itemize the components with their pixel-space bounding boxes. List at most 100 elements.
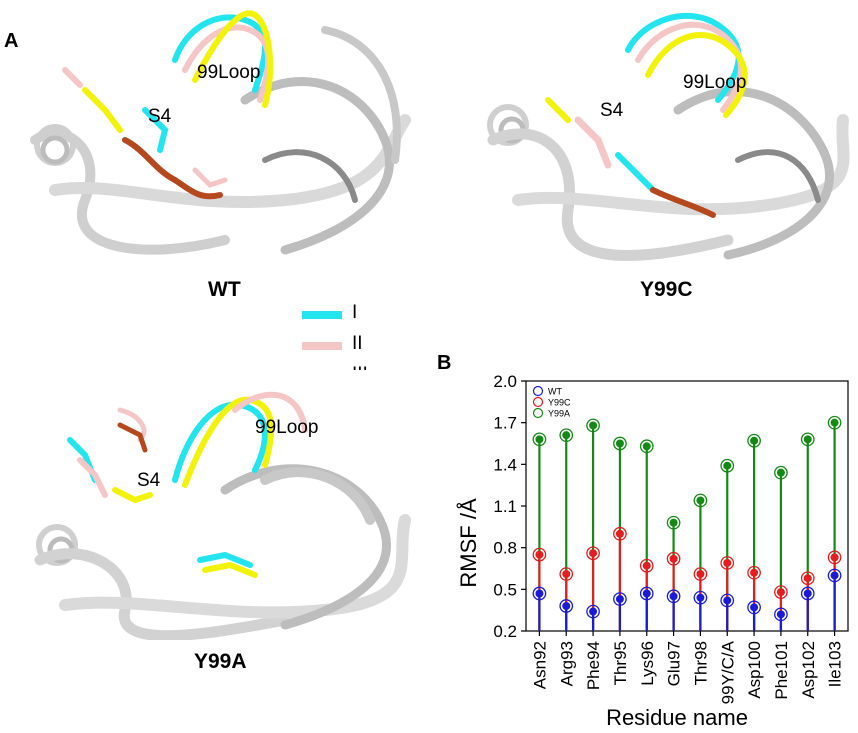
data-point-wt bbox=[669, 592, 678, 601]
data-point-wt bbox=[830, 571, 839, 580]
marker-ring-y99a bbox=[613, 436, 627, 451]
data-point-y99c bbox=[803, 574, 812, 583]
marker-ring-wt bbox=[720, 593, 735, 608]
rmsf-chart: RMSF /Å Residue name 0.2 0.5 0.8 1.1 1.4 1.7 2… bbox=[456, 372, 849, 730]
y99a-structure-image bbox=[34, 391, 411, 640]
data-point-y99c bbox=[723, 558, 732, 567]
marker-ring-wt bbox=[693, 590, 708, 605]
data-point-y99c bbox=[776, 588, 785, 597]
data-point-y99a bbox=[589, 421, 598, 430]
y99a-caption: Y99A bbox=[194, 650, 247, 673]
x-tick-label: Arg93 bbox=[557, 641, 576, 686]
marker-ring-y99c bbox=[532, 547, 547, 562]
x-tick-label: Phe101 bbox=[772, 641, 791, 700]
data-point-wt bbox=[803, 589, 812, 598]
chart-xlabel: Residue name bbox=[606, 705, 748, 730]
legend-label-y99a: Y99A bbox=[548, 409, 570, 419]
data-point-y99c bbox=[830, 553, 839, 562]
y99c-loop-label: 99Loop bbox=[683, 72, 747, 93]
chart-ylabel: RMSF /Å bbox=[456, 498, 481, 588]
data-point-y99a bbox=[830, 418, 839, 427]
marker-ring-y99a bbox=[639, 439, 654, 454]
marker-ring-wt bbox=[774, 607, 788, 622]
marker-ring-y99c bbox=[666, 551, 681, 566]
data-point-y99a bbox=[535, 435, 544, 444]
marker-ring-y99a bbox=[774, 465, 788, 480]
data-point-wt bbox=[776, 610, 785, 619]
data-point-wt bbox=[696, 593, 705, 602]
data-point-wt bbox=[642, 589, 651, 598]
legend-marker-y99c bbox=[532, 396, 544, 408]
marker-ring-y99c bbox=[747, 565, 761, 580]
legend-swatch-ii bbox=[302, 342, 342, 350]
x-tick-label: Phe94 bbox=[584, 641, 603, 690]
data-point-y99c bbox=[750, 568, 759, 577]
y99c-structure-image bbox=[487, 13, 850, 261]
marker-ring-y99c bbox=[800, 571, 815, 586]
marker-ring-y99a bbox=[586, 418, 600, 433]
marker-ring-y99c bbox=[586, 546, 600, 561]
marker-ring-wt bbox=[800, 586, 815, 601]
data-point-y99a bbox=[615, 439, 624, 448]
marker-ring-wt bbox=[613, 592, 627, 606]
panel-a-letter: A bbox=[4, 30, 19, 52]
x-tick-label: Lys96 bbox=[638, 641, 657, 686]
legend-label-i: I bbox=[352, 302, 358, 323]
wt-s4-label: S4 bbox=[148, 106, 172, 127]
x-tick-label: Asn92 bbox=[530, 641, 549, 689]
marker-ring-y99c bbox=[639, 558, 654, 573]
marker-ring-y99c bbox=[693, 567, 708, 581]
wt-structure-render bbox=[25, 0, 420, 268]
y99a-structure-render bbox=[25, 370, 420, 640]
data-point-y99a bbox=[696, 496, 705, 505]
marker-ring-wt bbox=[586, 604, 600, 619]
marker-ring-wt bbox=[559, 599, 574, 613]
data-point-y99a bbox=[642, 442, 651, 451]
x-tick-label: Thr95 bbox=[611, 641, 630, 685]
y-tick-label: 0.8 bbox=[493, 539, 517, 558]
y-tick-label: 1.7 bbox=[493, 414, 517, 433]
y99a-loop-label: 99Loop bbox=[255, 417, 319, 438]
data-point-y99c bbox=[615, 529, 624, 538]
y99a-s4-label: S4 bbox=[137, 470, 161, 491]
y-tick-label: 0.2 bbox=[493, 622, 517, 641]
marker-ring-y99c bbox=[774, 585, 788, 599]
legend-label-wt: WT bbox=[548, 387, 562, 397]
data-point-wt bbox=[750, 603, 759, 612]
panel-b-letter: B bbox=[437, 352, 452, 374]
chart-plot-frame bbox=[525, 380, 849, 632]
data-point-y99a bbox=[669, 518, 678, 527]
data-point-wt bbox=[723, 596, 732, 605]
marker-ring-y99a bbox=[720, 458, 735, 473]
data-point-y99c bbox=[589, 549, 598, 558]
x-tick-label: Asp102 bbox=[799, 641, 818, 699]
data-point-y99c bbox=[535, 550, 544, 559]
y99c-s4-label: S4 bbox=[600, 100, 624, 121]
legend-item-ii: II bbox=[302, 333, 382, 357]
legend-item-i: I bbox=[302, 302, 382, 326]
marker-ring-wt bbox=[666, 589, 681, 604]
marker-ring-y99a bbox=[747, 433, 761, 448]
y-tick-label: 2.0 bbox=[493, 372, 517, 391]
wt-loop-label: 99Loop bbox=[197, 62, 261, 83]
x-tick-label: Thr98 bbox=[691, 641, 710, 685]
data-point-y99c bbox=[562, 570, 571, 579]
data-point-wt bbox=[589, 607, 598, 616]
data-point-wt bbox=[535, 589, 544, 598]
data-point-y99c bbox=[696, 570, 705, 579]
marker-ring-y99c bbox=[827, 550, 842, 565]
marker-ring-y99a bbox=[800, 432, 815, 447]
y99c-structure-render bbox=[478, 0, 853, 268]
legend-label-y99c: Y99C bbox=[548, 398, 571, 408]
legend-swatch-i bbox=[302, 311, 342, 319]
marker-ring-y99c bbox=[613, 526, 627, 541]
data-point-y99a bbox=[803, 435, 812, 444]
marker-ring-y99a bbox=[559, 428, 574, 443]
x-tick-label: 99Y/C/A bbox=[718, 640, 737, 704]
marker-ring-wt bbox=[827, 568, 842, 583]
x-tick-label: Asp100 bbox=[745, 641, 764, 699]
marker-ring-y99a bbox=[693, 493, 708, 508]
y-tick-label: 1.4 bbox=[493, 455, 517, 474]
data-point-y99a bbox=[750, 436, 759, 445]
legend-marker-y99a bbox=[532, 407, 544, 419]
